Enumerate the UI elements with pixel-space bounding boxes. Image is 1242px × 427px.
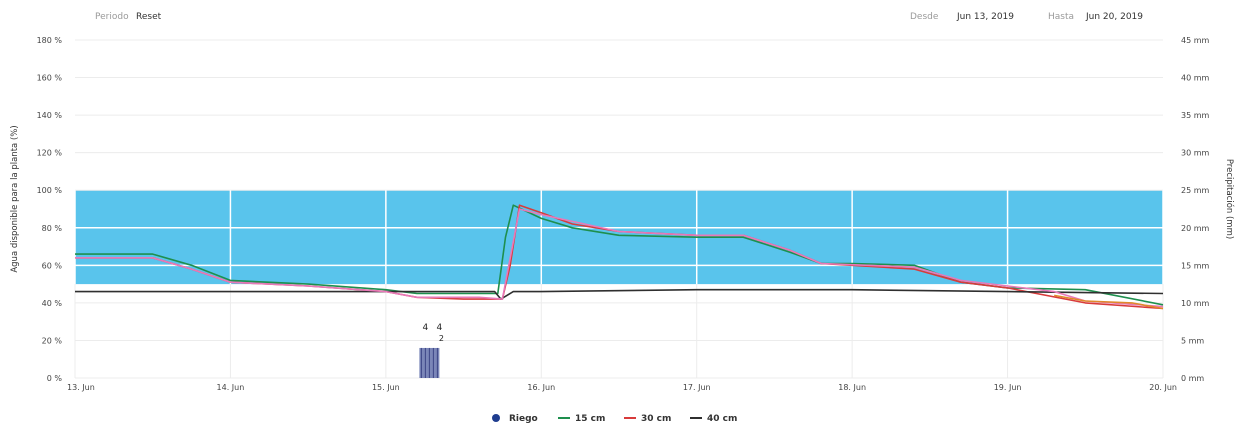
y2-tick-label: 10 mm [1181, 299, 1210, 308]
y-tick-label: 40 % [42, 299, 63, 308]
x-tick-label: 14. Jun [217, 383, 245, 392]
to-label: Hasta [1048, 12, 1075, 22]
y-tick-label: 140 % [37, 111, 63, 120]
legend-item-label: 40 cm [707, 414, 737, 424]
to-date-input[interactable]: Jun 20, 2019 [1086, 12, 1144, 22]
y2-tick-label: 45 mm [1181, 36, 1210, 45]
irrigation-label: 4 [423, 323, 429, 333]
reset-button[interactable]: Reset [136, 12, 162, 22]
from-label: Desde [910, 12, 939, 22]
y-tick-label: 80 % [42, 224, 63, 233]
period-label: Periodo [95, 12, 129, 22]
irrigation-sub-label: 2 [439, 334, 444, 343]
y-tick-label: 100 % [37, 186, 63, 195]
legend-item-label: 15 cm [575, 414, 605, 424]
y2-tick-label: 40 mm [1181, 74, 1210, 83]
y2-tick-label: 20 mm [1181, 224, 1210, 233]
series-line-4 [1054, 294, 1164, 310]
y-tick-label: 180 % [37, 36, 63, 45]
grid-layer [74, 39, 1164, 379]
y-tick-label: 20 % [42, 336, 63, 345]
y2-tick-label: 15 mm [1181, 261, 1210, 270]
legend-symbol-riego [492, 414, 500, 422]
x-tick-label: 13. Jun [67, 383, 95, 392]
x-tick-label: 18. Jun [838, 383, 866, 392]
legend-item-label: 30 cm [641, 414, 671, 424]
axis-layer: 0 % 20 % 40 % 60 % 80 % 100 % 120 % 140 % 160 % 1… [10, 36, 1235, 392]
x-tick-label: 17. Jun [683, 383, 711, 392]
series-line-0 [75, 204, 1164, 306]
legend-item-label: Riego [509, 414, 538, 424]
legend-layer: Riego 15 cm 30 cm 40 cm [492, 414, 737, 424]
y2-tick-label: 30 mm [1181, 149, 1210, 158]
irrigation-layer: 4 42 [419, 323, 444, 378]
y-axis-title: Agua disponible para la planta (%) [10, 125, 20, 272]
y-tick-label: 0 % [47, 374, 63, 383]
x-tick-label: 16. Jun [527, 383, 555, 392]
y2-tick-label: 25 mm [1181, 186, 1210, 195]
y-tick-label: 120 % [37, 149, 63, 158]
y2-axis-title: Precipitación (mm) [1224, 159, 1235, 239]
series-line-2 [75, 288, 1164, 300]
y2-tick-label: 35 mm [1181, 111, 1210, 120]
from-date-input[interactable]: Jun 13, 2019 [957, 12, 1015, 22]
y2-tick-label: 0 mm [1181, 374, 1204, 383]
series-line-3 [75, 208, 1164, 308]
y2-tick-label: 5 mm [1181, 336, 1204, 345]
series-layer [75, 204, 1164, 310]
band-layer [75, 190, 1163, 285]
x-tick-label: 19. Jun [994, 383, 1022, 392]
y-tick-label: 160 % [37, 74, 63, 83]
optimal-range-band [75, 190, 1163, 285]
y-tick-label: 60 % [42, 261, 63, 270]
x-tick-label: 15. Jun [372, 383, 400, 392]
irrigation-label: 4 [437, 323, 443, 333]
x-tick-label: 20. Jun [1149, 383, 1177, 392]
